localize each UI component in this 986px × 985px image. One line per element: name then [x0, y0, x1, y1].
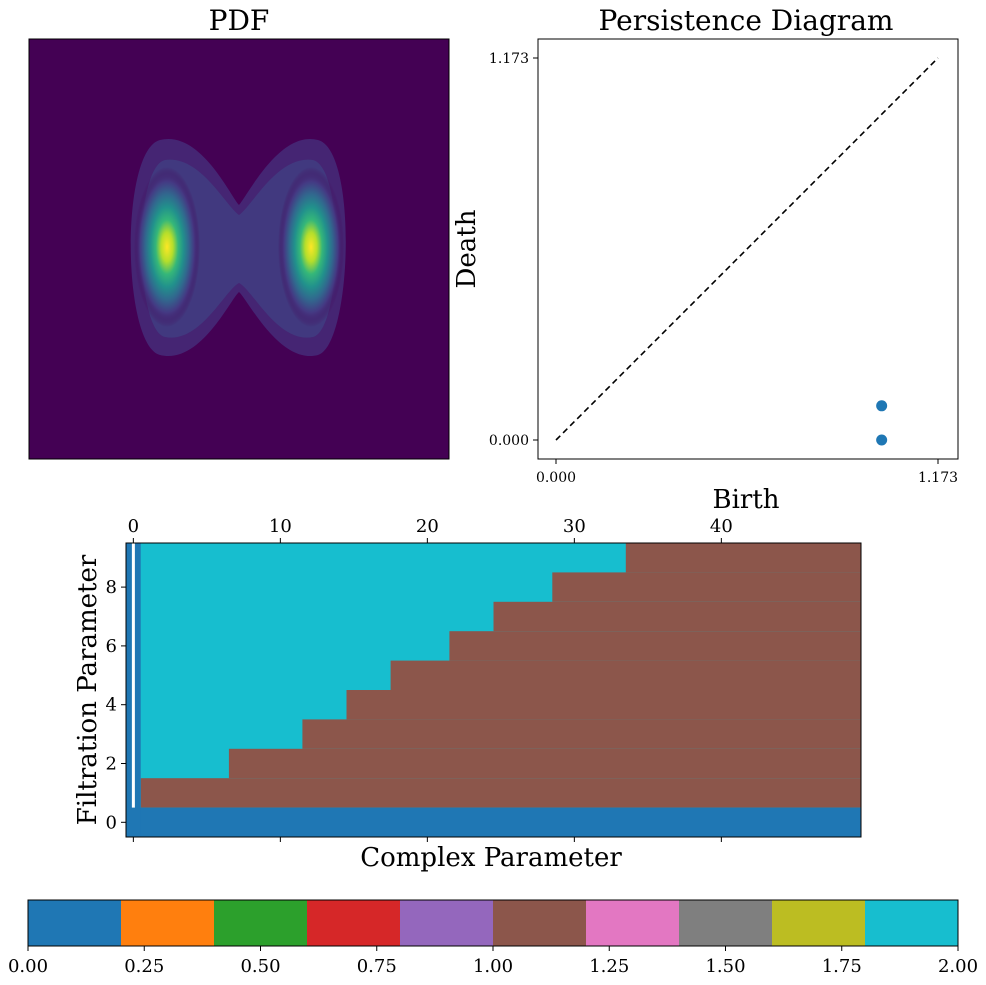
hm-ytick-label-3: 6: [106, 636, 117, 657]
hm-brown-row-6: [449, 631, 861, 661]
pd-xlabel: Birth: [712, 485, 779, 515]
colorbar-tick-label-3: 0.75: [357, 956, 397, 977]
hm-ylabel: Filtration Parameter: [73, 554, 103, 825]
colorbar-tick-label-2: 0.50: [240, 956, 280, 977]
colorbar-swatch-5: [493, 900, 587, 946]
colorbar-tick-label-5: 1.25: [589, 956, 629, 977]
hm-row0-band: [126, 807, 861, 837]
hm-ytick-label-1: 2: [106, 754, 117, 775]
hm-col0-separator: [131, 543, 135, 808]
pd-xtick-label-0: 0.000: [536, 470, 576, 486]
hm-xlabel: Complex Parameter: [360, 843, 622, 873]
pd-diagonal-line: [555, 57, 939, 441]
pd-ylabel: Death: [452, 209, 482, 288]
colorbar-swatch-2: [214, 900, 308, 946]
hm-xtick-label-1: 10: [269, 516, 292, 537]
pd-content: 0.000 1.173 0.000 1.173: [489, 51, 958, 486]
hm-xtick-label-2: 20: [416, 516, 439, 537]
colorbar-tick-label-1: 0.25: [124, 956, 164, 977]
pd-xtick-label-1: 1.173: [918, 470, 958, 486]
pdf-title: PDF: [209, 4, 270, 37]
pd-ytick-label-0: 0.000: [489, 433, 529, 449]
hm-xtick-label-4: 40: [710, 516, 733, 537]
colorbar-swatch-0: [28, 900, 122, 946]
pd-point-1: [876, 400, 888, 412]
cb-content: 0.00 0.25 0.50 0.75 1.00 1.25 1.50 1.75 2.00: [8, 899, 978, 977]
colorbar-swatch-6: [586, 900, 680, 946]
pdf-frame: [28, 38, 450, 460]
colorbar-tick-label-8: 2.00: [938, 956, 978, 977]
filtration-heatmap-panel: 0 10 20 30 40 0 2 4 6 8 Complex Parameter Filtrat…: [73, 516, 862, 873]
hm-brown-row-8: [552, 572, 861, 602]
colorbar-tick-label-4: 1.00: [473, 956, 513, 977]
hm-brown-row-2: [228, 748, 861, 779]
pd-ytick-label-1: 1.173: [489, 51, 529, 67]
hm-brown-row-5: [390, 660, 861, 690]
hm-ytick-label-0: 0: [106, 812, 117, 833]
hm-brown-row-7: [493, 601, 861, 632]
colorbar-swatch-3: [307, 900, 401, 946]
colorbar-swatch-1: [121, 900, 215, 946]
hm-ytick-label-4: 8: [106, 577, 117, 598]
colorbar-swatch-8: [772, 900, 866, 946]
hm-brown-row-9: [625, 543, 861, 573]
colorbar-panel: 0.00 0.25 0.50 0.75 1.00 1.25 1.50 1.75 2.00: [8, 899, 978, 977]
hm-brown-row-3: [302, 719, 861, 749]
colorbar-swatch-4: [400, 900, 494, 946]
pd-title: Persistence Diagram: [599, 4, 894, 37]
hm-brown-row-4: [346, 690, 861, 720]
hm-xtick-label-3: 30: [563, 516, 586, 537]
hm-brown-row-1: [140, 778, 861, 808]
colorbar-tick-label-7: 1.75: [822, 956, 862, 977]
pdf-panel: PDF: [28, 4, 450, 460]
hm-ytick-label-2: 4: [106, 695, 117, 716]
persistence-diagram-panel: Persistence Diagram 0.000 1.173 0.000 1.173…: [452, 4, 959, 515]
hm-frame: [125, 542, 862, 838]
colorbar-tick-label-6: 1.50: [705, 956, 745, 977]
pdf-left-mode: [134, 167, 200, 327]
hm-content: 0 10 20 30 40 0 2 4 6 8: [106, 516, 862, 842]
colorbar-swatch-9: [865, 900, 959, 946]
pdf-right-mode: [278, 167, 344, 327]
colorbar-swatch-7: [679, 900, 773, 946]
pd-point-0: [876, 434, 888, 446]
colorbar-tick-label-0: 0.00: [8, 956, 48, 977]
hm-xtick-label-0: 0: [128, 516, 139, 537]
